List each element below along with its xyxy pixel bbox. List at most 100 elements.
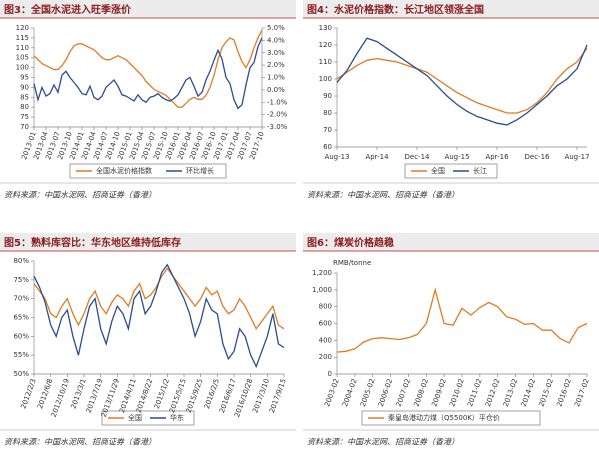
x-tick-label: 2012-02 (484, 378, 502, 408)
y-tick-label: 80% (13, 257, 29, 265)
x-tick-label: Aug-17 (564, 153, 589, 161)
y-tick-label: 110 (319, 58, 332, 66)
x-tick-label: Apr-14 (365, 153, 389, 161)
x-tick-label: 2015/1/2 (153, 378, 171, 410)
y-tick-label: 100 (319, 75, 332, 83)
x-tick-label: 2005-02 (359, 378, 377, 408)
y2-tick-label: 0.0% (267, 86, 285, 94)
y-tick-label: 120 (16, 24, 29, 32)
x-tick-label: 2016-02 (555, 378, 573, 408)
panel-title: 图6：煤炭价格趋稳 (307, 236, 394, 249)
x-tick-label: 2013/3/1 (69, 378, 87, 410)
title-bar (0, 0, 296, 18)
y-tick-label: 1,200 (312, 269, 332, 277)
legend-label: 秦皇岛港动力煤（Q5500K）平仓价 (388, 413, 500, 422)
legend-box (404, 163, 498, 179)
y-tick-label: 50% (13, 370, 29, 378)
y-tick-label: 200 (319, 353, 332, 361)
x-tick-label: 2006-02 (377, 378, 395, 408)
y-tick-label: 105 (16, 54, 29, 62)
x-tick-label: Aug-13 (324, 153, 349, 161)
title-bar (303, 0, 599, 18)
x-tick-label: 2015-02 (538, 378, 556, 408)
x-tick-label: 2010-02 (448, 378, 466, 408)
y-tick-label: 60 (323, 143, 332, 151)
y-tick-label: 1,000 (312, 286, 332, 294)
y-tick-label: 85 (20, 93, 29, 101)
y-tick-label: 120 (319, 41, 332, 49)
y2-tick-label: 2.0% (267, 61, 285, 69)
source-note: 资料来源：中国水泥网、招商证券（香港） (4, 438, 156, 447)
source-note: 资料来源：中国水泥网、招商证券（香港） (4, 191, 156, 200)
legend-label: 全国水泥价格指数 (96, 166, 152, 175)
legend-label: 华东 (170, 413, 184, 422)
x-tick-label: 2017-02 (573, 378, 591, 408)
y-tick-label: 60% (13, 332, 29, 340)
y-axis-label: RMB/tonne (333, 259, 371, 267)
source-note: 资料来源：中国水泥网、招商证券（香港） (307, 438, 459, 447)
y2-tick-label: -1.0% (267, 98, 288, 106)
y-tick-label: 75% (13, 276, 29, 284)
y-tick-label: 130 (319, 24, 332, 32)
title-bar (303, 233, 599, 251)
series-line (33, 37, 263, 110)
y2-tick-label: 4.0% (267, 36, 285, 44)
y-tick-label: 600 (319, 320, 332, 328)
panel-title: 图5：熟料库容比：华东地区维持低库存 (4, 236, 181, 249)
x-tick-label: 2012/2/3 (19, 378, 37, 410)
series-line (336, 287, 588, 353)
y2-tick-label: 3.0% (267, 49, 285, 57)
y-tick-label: 65% (13, 314, 29, 322)
series-line (336, 48, 588, 114)
y2-tick-label: -3.0% (267, 123, 288, 131)
y-tick-label: 95 (20, 74, 29, 82)
legend-label: 全国 (128, 413, 142, 422)
x-tick-label: Apr-16 (485, 153, 509, 161)
x-tick-label: 2016/2/5 (203, 378, 221, 410)
y-tick-label: 70 (20, 123, 29, 131)
x-tick-label: 2004-02 (341, 378, 359, 408)
x-tick-label: 2015/9/25 (185, 378, 205, 414)
x-tick-label: 2003-02 (323, 378, 341, 408)
y-tick-label: 90 (323, 92, 332, 100)
y-tick-label: 800 (319, 303, 332, 311)
series-line (33, 29, 263, 108)
x-tick-label: 2014/8/22 (135, 378, 155, 414)
source-note: 资料来源：中国水泥网、招商证券（香港） (307, 191, 459, 200)
x-tick-label: 2014-02 (520, 378, 538, 408)
y-tick-label: 0 (328, 370, 332, 378)
series-line (336, 37, 588, 126)
x-tick-label: 2009-02 (430, 378, 448, 408)
x-tick-label: 2013-02 (502, 378, 520, 408)
y-tick-label: 70% (13, 295, 29, 303)
legend-box (361, 410, 541, 426)
legend-label: 环比增长 (186, 166, 214, 175)
y-tick-label: 115 (16, 34, 29, 42)
y-tick-label: 90 (20, 83, 29, 91)
legend-box (69, 163, 227, 179)
y-tick-label: 100 (16, 64, 29, 72)
legend-box (101, 410, 195, 426)
y2-tick-label: 1.0% (267, 74, 285, 82)
y-tick-label: 80 (323, 109, 332, 117)
x-tick-label: Dec-14 (405, 153, 431, 161)
series-line (33, 267, 285, 331)
y-tick-label: 110 (16, 44, 29, 52)
y2-tick-label: -2.0% (267, 111, 288, 119)
y-tick-label: 400 (319, 336, 332, 344)
legend-label: 长江 (473, 166, 487, 175)
series-line (33, 263, 285, 369)
panel-title: 图3：全国水泥进入旺季涨价 (4, 3, 132, 16)
y-tick-label: 55% (13, 351, 29, 359)
title-bar (0, 233, 296, 251)
panel-title: 图4：水泥价格指数：长江地区领涨全国 (307, 3, 484, 16)
x-tick-label: 2011-02 (466, 378, 484, 408)
legend-label: 全国 (431, 166, 445, 175)
y-tick-label: 80 (20, 103, 29, 111)
x-tick-label: 2012/6/8 (36, 378, 54, 410)
y-tick-label: 70 (323, 126, 332, 134)
x-tick-label: 2017/9/15 (268, 378, 288, 414)
y2-tick-label: 5.0% (267, 24, 285, 32)
x-tick-label: 2007-02 (395, 378, 413, 408)
